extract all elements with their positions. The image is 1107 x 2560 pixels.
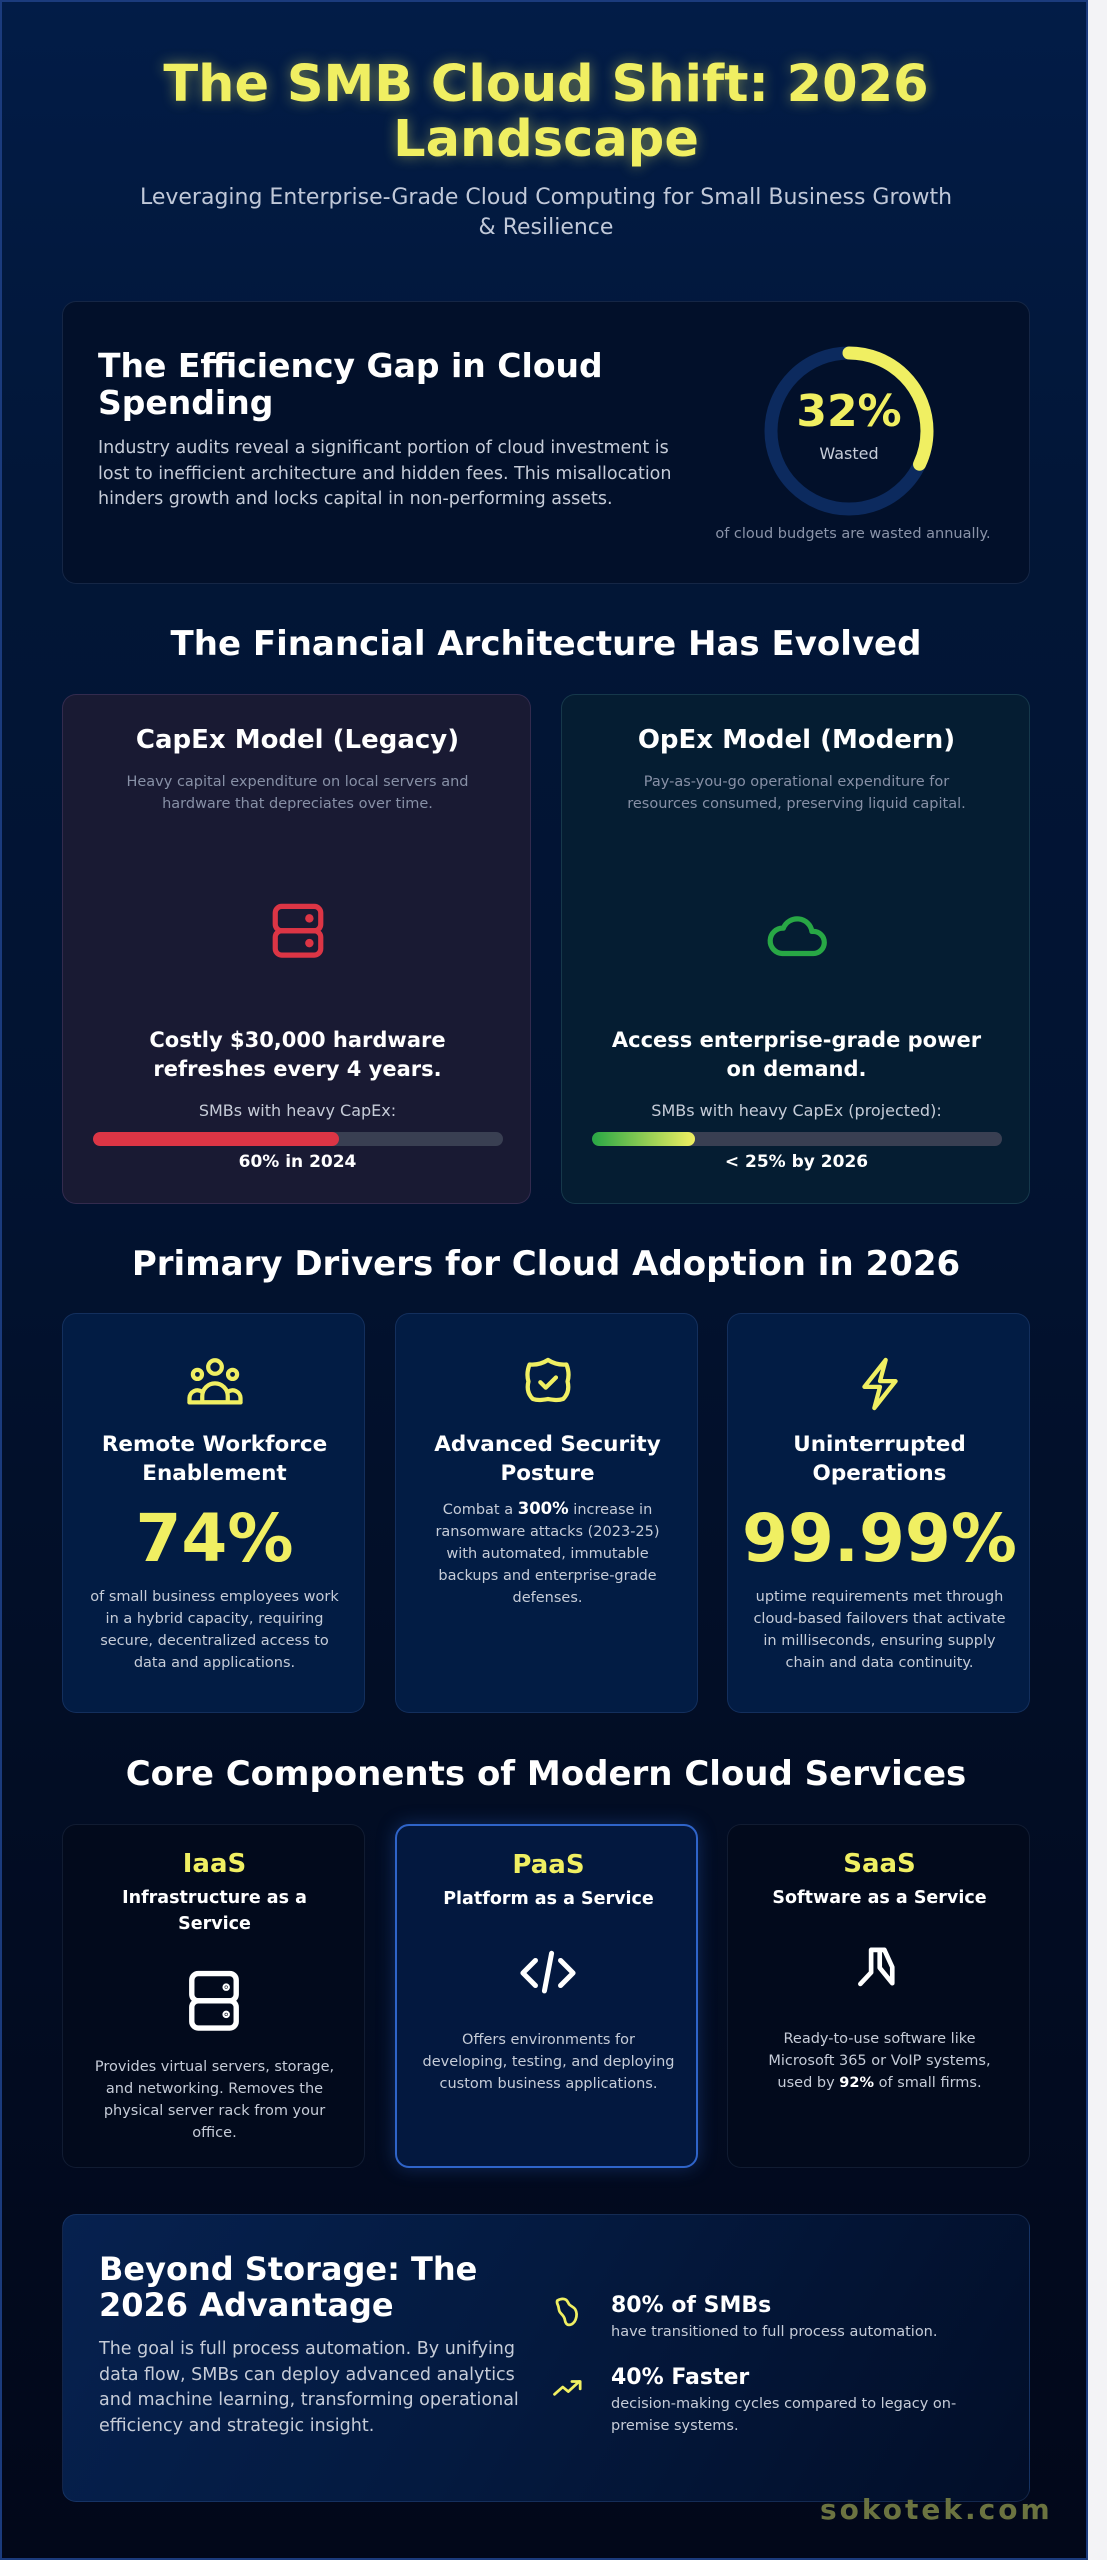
core-title: Platform as a Service (443, 1889, 654, 1909)
core-title: Infrastructure as a Service (122, 1888, 307, 1934)
efficiency-body: Industry audits reveal a significant por… (98, 438, 672, 509)
server-icon (259, 895, 337, 973)
core-tag: PaaS (512, 1850, 585, 1880)
efficiency-gap-card: The Efficiency Gap in Cloud Spending Ind… (62, 301, 1030, 584)
page-subtitle: Leveraging Enterprise-Grade Cloud Comput… (139, 185, 953, 240)
waste-donut-chart: 32% Wasted (756, 338, 942, 524)
lightning-icon (846, 1350, 914, 1418)
financial-section-title: The Financial Architecture Has Evolved (170, 624, 922, 664)
footer-brand: sokotek.com (820, 2493, 1053, 2526)
driver-title: Advanced Security Posture (434, 1432, 661, 1486)
capex-progress-bar (93, 1132, 503, 1146)
core-card-paas: PaaS Platform as a Service Offers enviro… (395, 1824, 698, 2168)
driver-card-operations: Uninterrupted Operations 99.99% uptime r… (727, 1313, 1030, 1713)
trending-up-icon (549, 2365, 593, 2409)
shield-check-icon (514, 1350, 582, 1418)
capex-title: CapEx Model (Legacy) (135, 725, 460, 755)
opex-progress-bar (592, 1132, 1002, 1146)
capex-description: Heavy capital expenditure on local serve… (126, 774, 469, 812)
core-title: Software as a Service (772, 1888, 987, 1908)
beyond-stat-headline: 80% of SMBs (611, 2293, 772, 2318)
driver-stat: 74% (135, 1500, 294, 1577)
donut-value: 32% (796, 386, 902, 437)
core-card-iaas: IaaS Infrastructure as a Service Provide… (62, 1824, 365, 2168)
core-text: Offers environments for developing, test… (422, 2032, 675, 2092)
driver-title: Uninterrupted Operations (793, 1432, 966, 1486)
driver-stat: 99.99% (742, 1500, 1017, 1577)
opex-progress-fill (592, 1132, 695, 1146)
page-title: The SMB Cloud Shift: 2026 Landscape (163, 55, 929, 169)
core-text: Provides virtual servers, storage, and n… (94, 2059, 335, 2141)
capex-headline: Costly $30,000 hardware refreshes every … (149, 1028, 446, 1081)
core-text: Ready-to-use software like Microsoft 365… (768, 2031, 991, 2091)
beyond-stat-text: have transitioned to full process automa… (611, 2324, 938, 2340)
beyond-stat-headline: 40% Faster (611, 2365, 750, 2390)
driver-title: Remote Workforce Enablement (101, 1432, 328, 1486)
donut-caption: of cloud budgets are wasted annually. (715, 526, 991, 542)
beyond-stat-text: decision-making cycles compared to legac… (611, 2396, 957, 2434)
donut-label: Wasted (819, 444, 879, 463)
driver-text: Combat a 300% increase in ransomware att… (435, 1499, 660, 1606)
capex-bar-value: 60% in 2024 (238, 1152, 357, 1172)
beyond-title: Beyond Storage: The 2026 Advantage (99, 2250, 478, 2324)
driver-card-remote-workforce: Remote Workforce Enablement 74% of small… (62, 1313, 365, 1713)
capex-bar-label: SMBs with heavy CapEx: (198, 1101, 397, 1120)
core-tag: IaaS (182, 1849, 247, 1879)
code-icon (505, 1930, 591, 2020)
efficiency-title: The Efficiency Gap in Cloud Spending (98, 346, 603, 422)
app-icon (836, 1923, 922, 2013)
server-icon (171, 1961, 257, 2051)
driver-text: uptime requirements met through cloud-ba… (753, 1589, 1006, 1671)
core-card-saas: SaaS Software as a Service Ready-to-use … (727, 1824, 1030, 2168)
users-icon (181, 1350, 249, 1418)
cloud-icon (758, 895, 836, 973)
beyond-storage-card: Beyond Storage: The 2026 Advantage The g… (62, 2214, 1030, 2502)
drivers-section-title: Primary Drivers for Cloud Adoption in 20… (131, 1244, 961, 1284)
capex-card: CapEx Model (Legacy) Heavy capital expen… (62, 694, 531, 1204)
donut-ring-icon (764, 346, 934, 516)
core-tag: SaaS (843, 1849, 916, 1879)
opex-card: OpEx Model (Modern) Pay-as-you-go operat… (561, 694, 1030, 1204)
beyond-body: The goal is full process automation. By … (99, 2339, 519, 2436)
opex-bar-value: < 25% by 2026 (724, 1152, 869, 1172)
opex-title: OpEx Model (Modern) (637, 725, 956, 755)
opex-bar-label: SMBs with heavy CapEx (projected): (651, 1101, 942, 1120)
opex-description: Pay-as-you-go operational expenditure fo… (627, 774, 966, 812)
core-section-title: Core Components of Modern Cloud Services (125, 1754, 967, 1794)
driver-text: of small business employees work in a hy… (90, 1589, 339, 1671)
driver-card-security: Advanced Security Posture Combat a 300% … (395, 1313, 698, 1713)
opex-headline: Access enterprise-grade power on demand. (611, 1028, 982, 1081)
brain-icon (549, 2291, 593, 2335)
capex-progress-fill (93, 1132, 339, 1146)
